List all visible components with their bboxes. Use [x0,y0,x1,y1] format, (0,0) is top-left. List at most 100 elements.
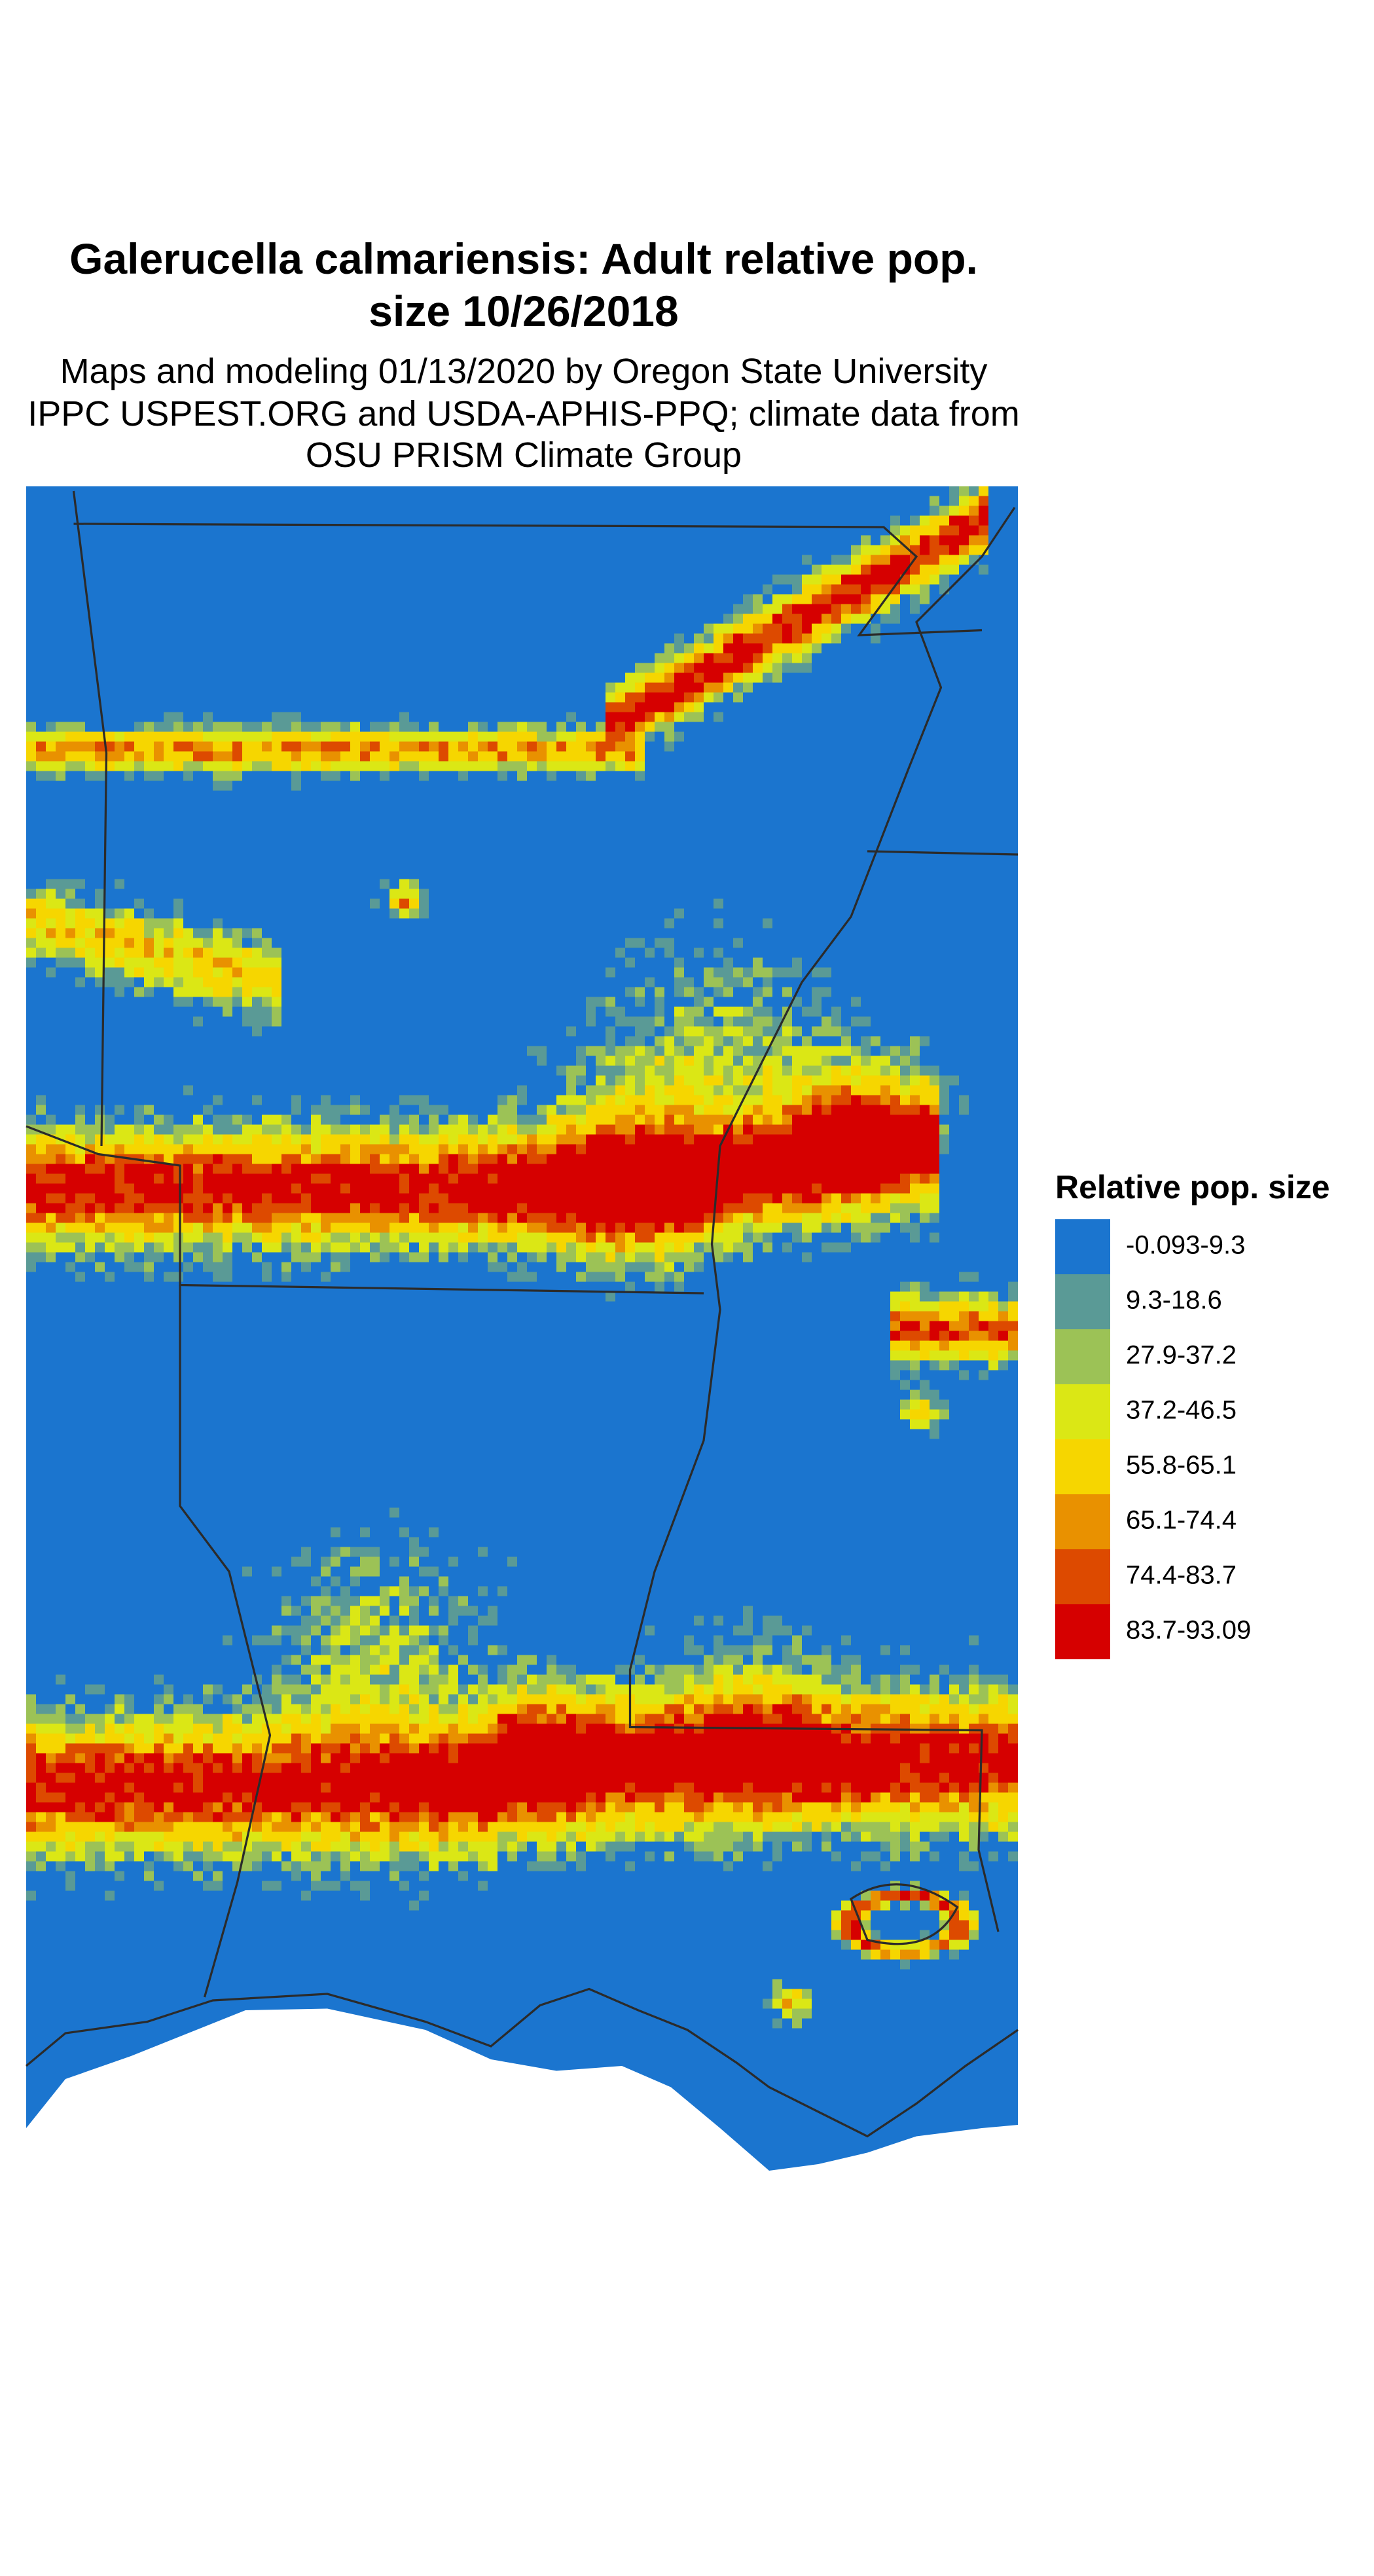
map-cell [478,1684,488,1695]
map-cell [311,1822,321,1832]
map-cell [203,1851,213,1862]
map-cell [998,1704,1008,1714]
map-cell [537,751,547,762]
map-cell [193,1841,203,1852]
map-cell [910,1193,920,1204]
map-cell [949,1714,959,1724]
map-cell [389,1203,399,1213]
map-cell [714,1114,723,1125]
map-cell [193,938,203,948]
map-cell [164,1822,173,1832]
map-cell [252,1252,262,1262]
map-cell [517,1124,527,1135]
map-cell [547,1733,556,1744]
map-cell [232,1723,242,1734]
map-cell [576,1704,586,1714]
map-cell [782,1714,792,1724]
map-cell [723,1694,733,1704]
map-cell [969,515,979,526]
map-cell [694,1665,704,1675]
map-cell [144,1213,154,1223]
map-cell [763,1065,772,1076]
map-cell [95,938,105,948]
map-cell [281,722,291,732]
map-cell [596,1105,606,1115]
map-cell [596,1694,606,1704]
map-cell [880,1173,890,1184]
map-cell [606,1763,615,1773]
map-cell [576,1173,586,1184]
map-cell [802,1134,812,1145]
map-cell [193,948,203,958]
map-cell [890,555,900,565]
map-cell [822,1144,831,1154]
map-cell [753,1124,763,1135]
map-cell [763,1006,772,1017]
map-cell [664,712,674,722]
map-cell [949,1782,959,1793]
map-cell [861,1792,871,1803]
map-cell [370,1547,380,1557]
map-cell [812,1154,822,1164]
map-cell [822,1213,831,1223]
map-cell [733,1674,743,1685]
map-cell [134,1792,144,1803]
map-cell [880,1714,890,1724]
map-cell [772,1046,782,1056]
map-cell [350,1547,360,1557]
map-cell [831,1046,841,1056]
map-cell [939,1291,949,1302]
map-cell [615,702,625,712]
map-cell [429,1625,439,1636]
map-cell [232,1173,242,1184]
map-cell [880,584,890,595]
map-cell [478,1213,488,1223]
map-cell [154,771,164,781]
map-cell [281,1831,291,1842]
map-cell [684,1193,694,1204]
map-cell [655,1723,664,1734]
map-cell [154,1173,164,1184]
map-cell [331,1694,340,1704]
map-cell [527,1124,537,1135]
map-cell [537,1841,547,1852]
map-cell [36,751,46,762]
map-cell [154,1144,164,1154]
map-cell [203,1822,213,1832]
map-cell [772,1193,782,1204]
map-cell [880,1065,890,1076]
map-cell [822,1812,831,1822]
map-cell [213,1262,223,1272]
map-cell [213,1154,223,1164]
map-cell [301,722,311,732]
map-cell [232,967,242,978]
map-cell [841,1203,851,1213]
map-cell [743,1773,753,1783]
map-cell [95,1213,105,1223]
map-cell [340,1586,350,1596]
map-cell [517,1684,527,1695]
map-cell [812,1006,822,1017]
map-cell [321,1193,331,1204]
map-cell [105,1124,115,1135]
map-cell [340,1704,350,1714]
map-cell [232,1822,242,1832]
map-cell [802,1154,812,1164]
map-cell [576,1223,586,1233]
map-cell [959,1782,969,1793]
map-cell [134,898,144,909]
map-cell [36,1704,46,1714]
map-cell [792,1753,802,1763]
map-cell [733,938,743,948]
map-cell [370,1154,380,1164]
map-cell [890,1164,900,1174]
map-cell [615,692,625,703]
map-cell [782,987,792,997]
map-cell [655,1714,664,1724]
map-cell [517,1144,527,1154]
map-cell [939,1075,949,1086]
map-cell [772,1694,782,1704]
map-cell [419,1704,429,1714]
map-cell [684,1036,694,1046]
map-cell [890,1331,900,1341]
